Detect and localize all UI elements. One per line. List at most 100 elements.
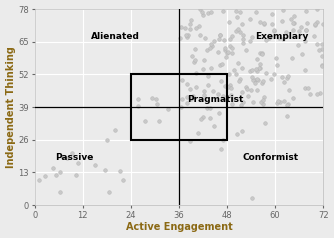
Text: Passive: Passive [55,153,93,162]
Point [249,68,254,72]
Point [179,25,184,29]
Point [284,104,289,107]
Text: Exemplary: Exemplary [255,32,308,41]
Point [204,106,209,109]
Point [303,39,308,43]
Point [227,73,232,76]
Point [187,87,192,91]
Point [305,21,310,25]
Point [250,196,255,200]
Point [197,7,203,11]
Point [237,10,243,14]
Point [245,94,250,98]
Point [239,90,245,94]
Point [237,30,242,34]
Point [236,79,241,83]
Point [166,108,171,111]
Point [57,190,62,193]
Point [257,62,263,66]
Point [300,52,305,56]
Point [221,9,226,13]
Point [302,86,307,90]
Point [211,124,217,128]
Point [50,166,55,170]
Point [233,9,239,13]
Point [260,52,265,56]
Point [254,69,260,73]
Point [216,37,221,41]
Point [227,83,233,87]
Point [280,20,285,23]
Point [311,34,316,38]
Point [319,64,324,68]
Point [188,18,194,22]
Point [290,21,296,25]
Point [230,102,235,105]
Point [189,55,194,58]
Point [269,22,274,26]
Point [193,85,198,89]
Point [277,36,282,40]
Point [256,78,261,82]
Point [222,84,228,88]
Point [142,119,148,123]
Point [285,76,290,80]
Point [291,22,296,25]
Point [314,20,319,24]
Point [75,161,80,165]
Point [252,78,257,82]
Point [320,47,325,51]
Point [193,71,199,74]
Point [240,100,245,104]
Point [250,75,255,79]
Point [73,174,79,177]
Point [243,85,248,89]
Point [229,51,234,55]
Point [216,112,221,115]
Point [220,94,225,98]
Point [315,42,320,45]
X-axis label: Active Engagement: Active Engagement [126,223,232,233]
Point [304,9,309,12]
Point [103,169,108,172]
Y-axis label: Independent Thinking: Independent Thinking [6,46,16,168]
Point [234,73,239,76]
Point [235,61,241,65]
Point [192,47,197,50]
Point [260,81,265,85]
Point [263,121,268,125]
Point [255,77,260,81]
Point [308,92,313,95]
Point [182,26,187,30]
Point [247,69,252,73]
Point [303,28,308,32]
Point [198,33,203,37]
Point [190,94,195,98]
Point [272,72,277,76]
Point [240,37,245,41]
Point [177,36,183,40]
Point [211,89,216,93]
Point [191,60,196,64]
Point [320,22,325,25]
Point [42,174,48,178]
Point [107,190,112,194]
Point [240,33,245,37]
Point [295,43,300,46]
Point [285,74,291,78]
Point [262,22,267,26]
Point [260,51,265,55]
Point [255,88,260,92]
Point [218,147,223,151]
Point [209,66,214,70]
Point [193,59,198,62]
Point [193,26,199,30]
Point [228,86,234,89]
Point [206,74,211,78]
Point [209,44,215,48]
Point [280,37,286,41]
Point [240,129,245,132]
Point [291,28,296,32]
Point [303,28,309,32]
Point [250,100,256,104]
